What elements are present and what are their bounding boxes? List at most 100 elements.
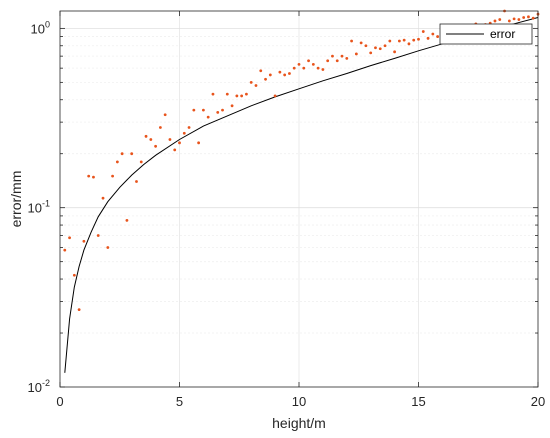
data-point — [87, 174, 91, 178]
data-point — [96, 234, 100, 237]
data-point — [273, 94, 277, 98]
data-point — [135, 180, 138, 183]
y-tick-label: 10-2 — [28, 378, 50, 395]
data-point — [412, 38, 416, 42]
data-point — [221, 108, 224, 112]
data-point — [421, 30, 425, 33]
data-point — [173, 148, 177, 152]
data-point — [182, 131, 186, 135]
data-point — [369, 51, 373, 55]
data-point — [206, 115, 210, 119]
data-point — [383, 44, 387, 48]
data-point — [531, 16, 535, 20]
data-point — [106, 246, 110, 249]
data-point — [249, 80, 253, 84]
data-point — [350, 39, 353, 43]
data-point — [326, 59, 330, 63]
data-point — [149, 138, 153, 141]
data-point — [402, 38, 406, 42]
data-point — [158, 126, 162, 129]
y-tick-labels: 10-2 10-1 100 — [28, 19, 50, 395]
data-point — [397, 39, 401, 43]
data-point — [374, 46, 377, 50]
y-tick-label: 100 — [31, 19, 50, 36]
y-axis-label: error/mm — [8, 171, 24, 228]
data-point — [240, 94, 244, 98]
data-point — [527, 15, 530, 19]
data-point — [268, 73, 272, 77]
data-point — [82, 239, 86, 243]
data-point — [101, 196, 105, 200]
data-point — [211, 92, 215, 96]
data-point — [111, 174, 114, 178]
data-point — [316, 66, 320, 70]
data-point — [192, 108, 196, 112]
data-point — [393, 50, 396, 54]
legend-box — [439, 23, 533, 45]
x-tick-labels: 0 5 10 15 20 — [56, 394, 545, 409]
data-point — [512, 17, 516, 21]
data-point — [125, 218, 129, 222]
data-point — [230, 104, 234, 108]
data-point — [283, 73, 287, 77]
data-point — [72, 273, 76, 277]
data-point — [426, 36, 430, 40]
data-point — [493, 19, 497, 23]
data-point — [144, 134, 148, 138]
data-point — [378, 47, 382, 51]
data-point — [436, 35, 440, 38]
y-tick-label: 10-1 — [28, 199, 50, 216]
data-point — [297, 62, 301, 66]
data-point — [63, 248, 67, 252]
data-point — [340, 54, 344, 58]
data-point — [354, 52, 358, 56]
data-point — [345, 57, 349, 60]
data-point — [288, 72, 291, 75]
data-point — [154, 144, 158, 148]
data-point — [522, 16, 526, 19]
data-point — [278, 70, 282, 74]
data-point — [225, 92, 229, 96]
data-point — [359, 41, 363, 45]
data-point — [235, 94, 239, 98]
data-point — [321, 68, 325, 71]
data-point — [264, 77, 267, 81]
data-point — [92, 175, 95, 179]
data-point — [187, 126, 191, 129]
data-point — [168, 138, 172, 141]
data-point — [498, 18, 502, 21]
data-point — [202, 108, 205, 112]
legend: error — [439, 23, 533, 45]
data-point — [259, 69, 263, 73]
error-fit-line — [64, 17, 539, 373]
data-point — [216, 110, 220, 114]
data-point — [120, 152, 124, 156]
x-tick-label: 15 — [411, 394, 425, 409]
x-tick-label: 0 — [56, 394, 63, 409]
data-point — [115, 160, 119, 164]
data-point — [407, 42, 411, 46]
data-point — [507, 19, 511, 23]
data-point — [197, 141, 201, 145]
data-point — [311, 62, 315, 66]
data-point — [431, 32, 435, 36]
x-axis-label: height/m — [272, 415, 326, 431]
data-point — [130, 152, 134, 156]
x-tick-label: 10 — [292, 394, 306, 409]
data-point — [417, 37, 420, 41]
data-point — [68, 236, 71, 240]
data-point — [254, 84, 258, 87]
data-point — [388, 39, 392, 43]
data-point — [139, 160, 143, 164]
data-point — [517, 18, 521, 21]
data-point — [77, 308, 81, 312]
data-point — [307, 59, 310, 63]
data-point — [292, 66, 296, 70]
x-tick-label: 5 — [176, 394, 183, 409]
data-point — [178, 141, 181, 145]
data-point — [245, 92, 248, 96]
axis-ticks — [59, 11, 539, 388]
legend-label: error — [490, 27, 515, 41]
data-point — [302, 66, 306, 70]
